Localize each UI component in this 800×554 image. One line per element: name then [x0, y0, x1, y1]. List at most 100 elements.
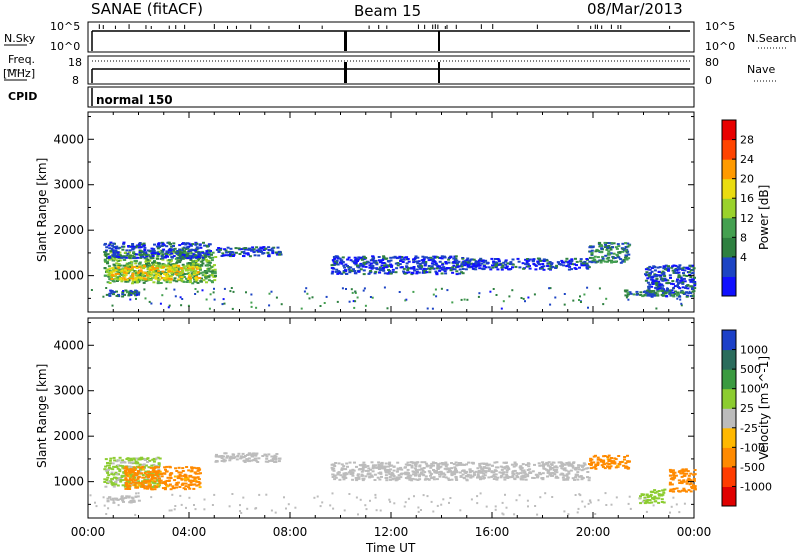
scatter-cell [370, 474, 374, 477]
scatter-cell [126, 264, 130, 267]
scatter-cell [505, 475, 509, 478]
colorbar-frame [721, 119, 737, 297]
scatter-cell [579, 258, 583, 261]
scatter-cell [169, 249, 173, 252]
scatter-cell [379, 509, 382, 512]
scatter-cell [415, 271, 419, 273]
scatter-cell [106, 500, 110, 502]
scatter-cell [121, 499, 125, 502]
scatter-cell [559, 263, 563, 266]
scatter-cell [213, 298, 216, 301]
scatter-cell [351, 468, 355, 471]
scatter-cell [428, 268, 432, 271]
scatter-cell [433, 260, 437, 263]
scatter-cell [590, 249, 594, 252]
scatter-cell [623, 289, 627, 292]
scatter-cell [532, 263, 536, 265]
scatter-cell [531, 260, 535, 263]
scatter-cell [242, 247, 246, 250]
scatter-cell [441, 268, 444, 271]
scatter-cell [651, 497, 654, 500]
scatter-cell [329, 504, 332, 507]
scatter-cell [168, 483, 172, 486]
scatter-cell [108, 282, 112, 284]
scatter-cell [245, 454, 249, 456]
scatter-cell [361, 477, 365, 480]
scatter-cell [502, 461, 506, 464]
scatter-cell [470, 498, 473, 501]
scatter-cell [588, 256, 592, 259]
scatter-cell [607, 250, 611, 253]
scatter-cell [176, 252, 180, 255]
scatter-cell [478, 464, 482, 467]
scatter-cell [394, 271, 398, 274]
scatter-cell [145, 484, 149, 487]
scatter-cell [375, 263, 379, 266]
scatter-cell [617, 463, 621, 466]
scatter-cell [444, 272, 448, 275]
scatter-cell [198, 267, 202, 270]
scatter-cell [581, 500, 584, 503]
scatter-cell [651, 279, 655, 282]
scatter-cell [480, 267, 484, 270]
scatter-cell [136, 477, 140, 480]
scatter-cell [132, 245, 136, 248]
scatter-cell [495, 263, 499, 266]
scatter-cell [231, 251, 235, 254]
scatter-cell [652, 504, 655, 507]
scatter-cell [155, 274, 159, 277]
scatter-cell [156, 484, 160, 487]
scatter-cell [255, 306, 258, 309]
scatter-cell [151, 473, 155, 476]
scatter-cell [205, 245, 209, 248]
scatter-cell [416, 262, 420, 265]
scatter-cell [351, 291, 354, 294]
scatter-cell [180, 278, 184, 281]
scatter-cell [353, 256, 357, 259]
scatter-cell [341, 261, 345, 264]
scatter-cell [461, 257, 465, 260]
scatter-cell [366, 469, 370, 472]
scatter-cell [468, 468, 472, 471]
scatter-cell [332, 507, 335, 510]
scatter-cell [575, 473, 579, 476]
scatter-cell [557, 461, 561, 464]
scatter-cell [500, 468, 504, 471]
scatter-cell [364, 265, 368, 268]
scatter-cell [580, 469, 584, 472]
scatter-cell [500, 474, 504, 477]
scatter-cell [334, 476, 338, 479]
scatter-cell [356, 260, 359, 262]
scatter-cell [362, 255, 366, 258]
scatter-cell [348, 461, 352, 464]
scatter-cell [616, 464, 620, 467]
scatter-cell [580, 264, 584, 267]
scatter-cell [190, 252, 194, 255]
scatter-cell [374, 496, 377, 499]
scatter-cell [342, 264, 346, 267]
scatter-cell [534, 268, 538, 271]
scatter-cell [152, 248, 156, 251]
scatter-cell [253, 254, 257, 257]
scatter-cell [546, 475, 549, 478]
scatter-cell [662, 491, 666, 494]
scatter-cell [669, 511, 671, 514]
scatter-cell [627, 293, 630, 296]
scatter-cell [622, 258, 626, 261]
scatter-cell [337, 462, 341, 465]
scatter-cell [108, 267, 112, 270]
scatter-cell [127, 495, 131, 498]
scatter-cell [192, 272, 196, 274]
scatter-cell [221, 303, 224, 306]
scatter-cell [670, 505, 673, 508]
scatter-cell [436, 464, 440, 467]
scatter-cell [332, 467, 336, 470]
scatter-cell [146, 457, 150, 460]
scatter-cell [594, 513, 597, 515]
scatter-cell [613, 462, 617, 465]
scatter-cell [666, 279, 670, 282]
scatter-cell [590, 251, 594, 254]
scatter-cell [148, 271, 152, 273]
scatter-cell [651, 280, 655, 283]
scatter-cell [549, 265, 553, 268]
